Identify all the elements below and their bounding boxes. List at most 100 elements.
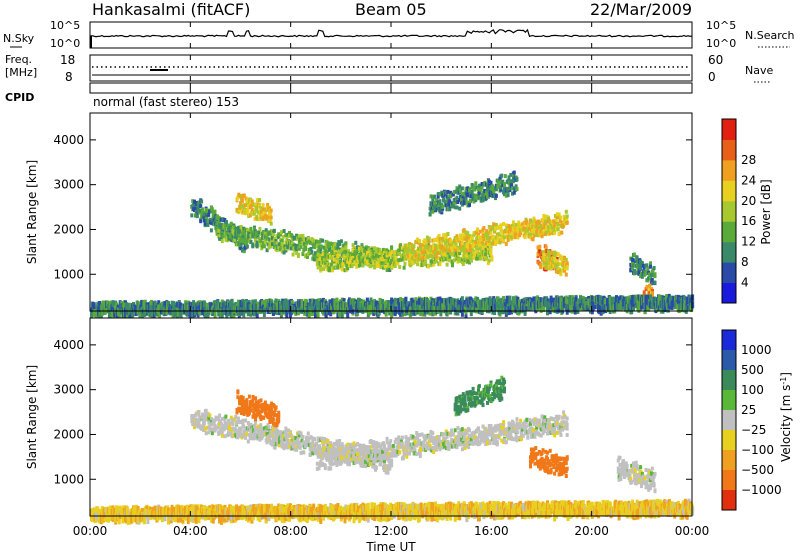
power-scatter-cell xyxy=(636,266,640,271)
power-scatter-cell xyxy=(291,244,295,248)
power-scatter-cell xyxy=(442,198,446,203)
power-scatter-cell xyxy=(244,196,248,201)
power-scatter-cell xyxy=(640,261,644,266)
power-scatter-cell xyxy=(106,300,110,307)
power-scatter-cell xyxy=(236,228,240,233)
power-scatter-cell xyxy=(458,248,462,252)
power-scatter-cell xyxy=(229,221,233,226)
beam-title: Beam 05 xyxy=(355,0,427,19)
power-scatter-cell xyxy=(259,243,263,247)
power-scatter-cell xyxy=(236,230,240,235)
power-scatter-cell xyxy=(246,207,250,212)
power-scatter-cell xyxy=(480,239,484,244)
power-scatter-cell xyxy=(552,260,556,265)
velocity-scatter-cell xyxy=(274,425,278,430)
power-scatter-cell xyxy=(345,250,349,255)
velocity-scatter-cell xyxy=(281,440,285,445)
power-scatter-cell xyxy=(504,193,508,198)
power-scatter-cell xyxy=(520,222,524,227)
velocity-scatter-cell xyxy=(250,433,254,438)
power-scatter-cell xyxy=(354,256,358,261)
power-scatter-cell xyxy=(402,265,406,270)
power-scatter-cell xyxy=(110,306,114,317)
power-scatter-cell xyxy=(409,305,413,312)
power-scatter-cell xyxy=(466,193,470,198)
power-scatter-cell xyxy=(268,211,272,216)
power-scatter-cell xyxy=(549,228,553,233)
power-scatter-cell xyxy=(494,222,498,227)
power-scatter-cell xyxy=(472,255,476,260)
power-scatter-cell xyxy=(459,188,463,193)
power-scatter-cell xyxy=(360,247,364,252)
power-scatter-cell xyxy=(243,203,247,208)
power-scatter-cell xyxy=(290,234,294,239)
power-scatter-cell xyxy=(274,239,278,243)
power-scatter-cell xyxy=(290,236,294,241)
power-scatter-cell xyxy=(254,233,258,238)
power-scatter-cell xyxy=(408,255,412,260)
power-scatter-cell xyxy=(637,304,641,313)
power-scatter-cell xyxy=(351,248,355,253)
velocity-scatter-cell xyxy=(241,418,245,423)
power-scatter-cell xyxy=(555,257,559,261)
power-scatter-cell xyxy=(546,266,549,271)
power-scatter-cell xyxy=(530,226,534,231)
velocity-scatter-cell xyxy=(192,422,196,427)
power-scatter-cell xyxy=(670,303,674,310)
power-scatter-cell xyxy=(483,189,487,193)
power-scatter-cell xyxy=(312,253,316,258)
power-scatter-cell xyxy=(314,251,317,256)
power-scatter-cell xyxy=(321,238,325,243)
power-scatter-cell xyxy=(651,299,655,310)
power-scatter-cell xyxy=(408,246,411,251)
power-scatter-cell xyxy=(250,230,254,235)
velocity-scatter-cell xyxy=(274,442,278,447)
power-scatter-cell xyxy=(557,212,561,217)
power-scatter-cell xyxy=(336,245,340,250)
power-scatter-cell xyxy=(512,170,516,175)
velocity-scatter-cell xyxy=(212,418,216,423)
power-scatter-cell xyxy=(466,259,470,264)
power-scatter-cell xyxy=(532,233,536,238)
power-scatter-cell xyxy=(481,243,485,248)
power-scatter-cell xyxy=(237,233,241,238)
power-scatter-cell xyxy=(431,209,435,214)
power-scatter-cell xyxy=(338,249,342,254)
power-scatter-cell xyxy=(319,267,323,271)
power-scatter-cell xyxy=(440,210,444,215)
velocity-scatter-cell xyxy=(207,430,211,435)
velocity-scatter-cell xyxy=(247,424,251,428)
velocity-scatter-cell xyxy=(261,434,265,439)
power-scatter-cell xyxy=(205,219,209,223)
power-scatter-cell xyxy=(313,241,317,246)
power-scatter-cell xyxy=(351,243,355,248)
power-scatter-cell xyxy=(304,247,308,251)
power-scatter-cell xyxy=(438,199,442,204)
velocity-scatter-cell xyxy=(307,443,311,447)
power-scatter-cell xyxy=(668,303,672,310)
power-scatter-cell xyxy=(357,246,361,251)
power-scatter-cell xyxy=(384,307,388,317)
power-scatter-cell xyxy=(448,248,452,253)
power-scatter-cell xyxy=(322,258,326,263)
velocity-scatter-cell xyxy=(259,433,263,438)
velocity-scatter-cell xyxy=(304,443,308,448)
freq-label-line2: [MHz] xyxy=(5,66,37,79)
power-scatter-cell xyxy=(489,181,493,186)
power-scatter-cell xyxy=(377,254,381,259)
power-scatter-cell xyxy=(536,233,540,238)
power-scatter-cell xyxy=(555,212,559,217)
power-scatter-cell xyxy=(252,203,256,207)
power-scatter-cell xyxy=(507,175,511,180)
power-scatter-cell xyxy=(519,231,523,235)
velocity-scatter-cell xyxy=(299,450,303,455)
power-scatter-cell xyxy=(499,223,503,228)
power-scatter-cell xyxy=(365,247,368,252)
power-scatter-cell xyxy=(665,294,669,303)
power-scatter-cell xyxy=(523,226,527,231)
power-scatter-cell xyxy=(130,304,134,314)
power-scatter-cell xyxy=(446,255,450,260)
power-scatter-cell xyxy=(238,208,242,213)
power-scatter-cell xyxy=(554,258,557,263)
power-scatter-cell xyxy=(441,298,445,304)
